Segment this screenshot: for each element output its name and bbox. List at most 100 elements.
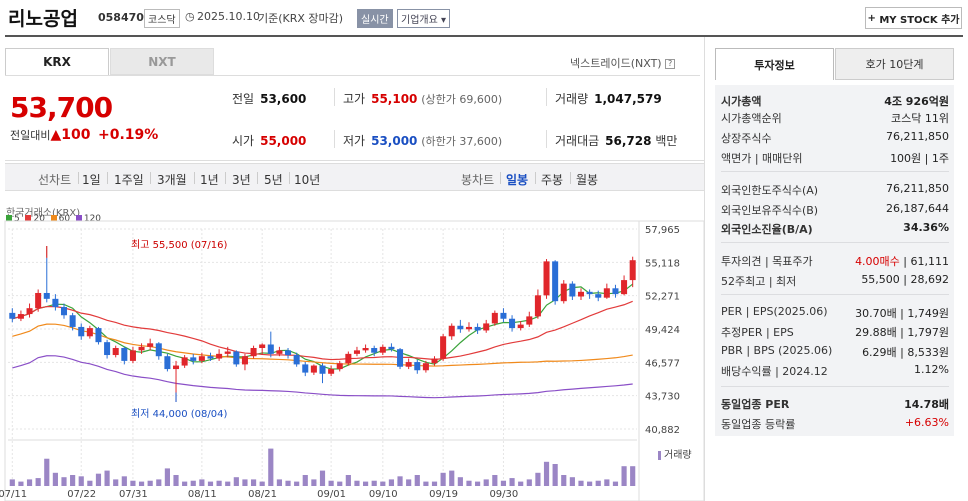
candle-body (95, 328, 102, 343)
section-divider (5, 160, 704, 161)
candle-body (241, 356, 248, 365)
change-label: 전일대비 (10, 129, 51, 142)
volume-bar (431, 481, 438, 486)
info-row: 상장주식수 76,211,850 (721, 130, 949, 146)
volume-bar (242, 479, 248, 486)
period-divider (535, 172, 536, 184)
candle-body (371, 348, 378, 353)
info-divider (721, 294, 949, 295)
chart-frame (4, 220, 705, 501)
info-row: PBR | BPS (2025.06) 6.29배 | 8,533원 (721, 344, 949, 360)
volume-bar (466, 480, 472, 486)
info-value: 14.78배 (904, 398, 949, 411)
realtime-button[interactable]: 실시간 (357, 9, 393, 28)
volume-bar (268, 448, 274, 486)
y-tick-label: 43,730 (645, 392, 680, 403)
volume-bar (61, 477, 67, 486)
volume-bar (388, 479, 395, 486)
volume-bar (233, 477, 239, 486)
volume-bar (182, 481, 188, 486)
candle-body (17, 314, 24, 319)
chart-title: 한국거래소(KRX) (6, 208, 81, 219)
up-triangle-icon: ▲ (50, 127, 62, 143)
volume-bar (250, 479, 257, 486)
candle-body (224, 351, 231, 354)
my-stock-add-button[interactable]: + MY STOCK 추가 (865, 7, 962, 29)
candle-body (543, 261, 550, 296)
candle-body (285, 350, 292, 356)
volume-swatch (658, 450, 661, 460)
info-label: 시가총액 (721, 95, 762, 108)
x-tick-label: 08/21 (248, 489, 277, 500)
period-1w[interactable]: 1주일 (114, 173, 144, 187)
info-value: 76,211,850 (886, 130, 949, 143)
period-10y[interactable]: 10년 (294, 173, 321, 187)
candle-body (569, 283, 576, 297)
volume-bar (518, 481, 524, 486)
volume-bar (259, 481, 265, 486)
line-chart-button[interactable]: 선차트 (38, 173, 72, 187)
volume-bar (423, 481, 429, 486)
info-value: 26,187,644 (886, 202, 949, 215)
info-label: 외국인한도주식수(A) (721, 184, 819, 197)
info-label: 동일업종 PER (721, 398, 790, 411)
company-overview-dropdown[interactable]: 기업개요 ▾ (397, 9, 451, 28)
volume-bar (130, 480, 136, 486)
candle-body (181, 357, 188, 366)
period-3y[interactable]: 3년 (232, 173, 251, 187)
period-monthly[interactable]: 월봉 (576, 173, 599, 187)
volume-bar (406, 479, 412, 486)
volume-bar (302, 475, 308, 486)
candle-body (250, 348, 257, 357)
volume-bar (543, 461, 550, 486)
period-divider (289, 172, 290, 184)
nextrade-label[interactable]: 넥스트레이드(NXT) ? (570, 55, 676, 71)
info-label: 배당수익률 | 2024.12 (721, 365, 828, 378)
volume-bar (138, 481, 145, 486)
x-tick-label: 09/19 (429, 489, 458, 500)
period-daily[interactable]: 일봉 (506, 173, 529, 187)
candle-body (526, 316, 533, 325)
tab-krx[interactable]: KRX (5, 48, 109, 75)
candle-body (483, 323, 490, 331)
help-icon[interactable]: ? (665, 59, 676, 69)
info-value: 30.70배 | 1,749원 (855, 307, 949, 320)
period-1d[interactable]: 1일 (82, 173, 101, 187)
period-5y[interactable]: 5년 (264, 173, 283, 187)
period-1y[interactable]: 1년 (200, 173, 219, 187)
candle-body (293, 355, 300, 365)
volume-bar (35, 478, 41, 486)
info-row: 투자의견 | 목표주가 4.00매수 | 61,111 (721, 253, 949, 269)
info-label: PBR | BPS (2025.06) (721, 344, 833, 357)
info-value: 55,500 | 28,692 (861, 273, 949, 286)
tab-invest-info[interactable]: 투자정보 (715, 48, 834, 80)
period-toolbar: 선차트 1일 1주일 3개월 1년 3년 5년 10년 봉차트 일봉 주봉 월봉 (5, 163, 704, 191)
info-value: 6.29배 | 8,533원 (862, 346, 949, 359)
tab-order-book[interactable]: 호가 10단계 (835, 48, 954, 80)
info-value: 34.36% (903, 221, 949, 234)
candle-body (310, 365, 317, 373)
period-weekly[interactable]: 주봉 (541, 173, 564, 187)
ma20-label: 20 (33, 214, 45, 224)
volume-bar (500, 480, 507, 486)
candle-body (267, 344, 274, 354)
stat-open: 시가 55,000 (232, 134, 307, 148)
volume-bar (371, 480, 377, 486)
tab-nxt[interactable]: NXT (110, 48, 214, 75)
volume-bar (569, 477, 575, 486)
volume-label: 거래량 (658, 446, 692, 461)
volume-bar (354, 480, 360, 486)
change-percent: +0.19% (98, 127, 159, 143)
candle-body (259, 344, 266, 349)
stat-divider (546, 88, 547, 106)
info-divider (721, 171, 949, 172)
period-3m[interactable]: 3개월 (157, 173, 187, 187)
info-divider (721, 242, 949, 243)
candle-body (216, 353, 223, 359)
volume-bar (492, 475, 498, 486)
candle-body (26, 308, 33, 315)
candle-chart-button[interactable]: 봉차트 (461, 173, 495, 187)
candle-body (379, 346, 386, 353)
info-value: 29.88배 | 1,797원 (855, 326, 949, 339)
